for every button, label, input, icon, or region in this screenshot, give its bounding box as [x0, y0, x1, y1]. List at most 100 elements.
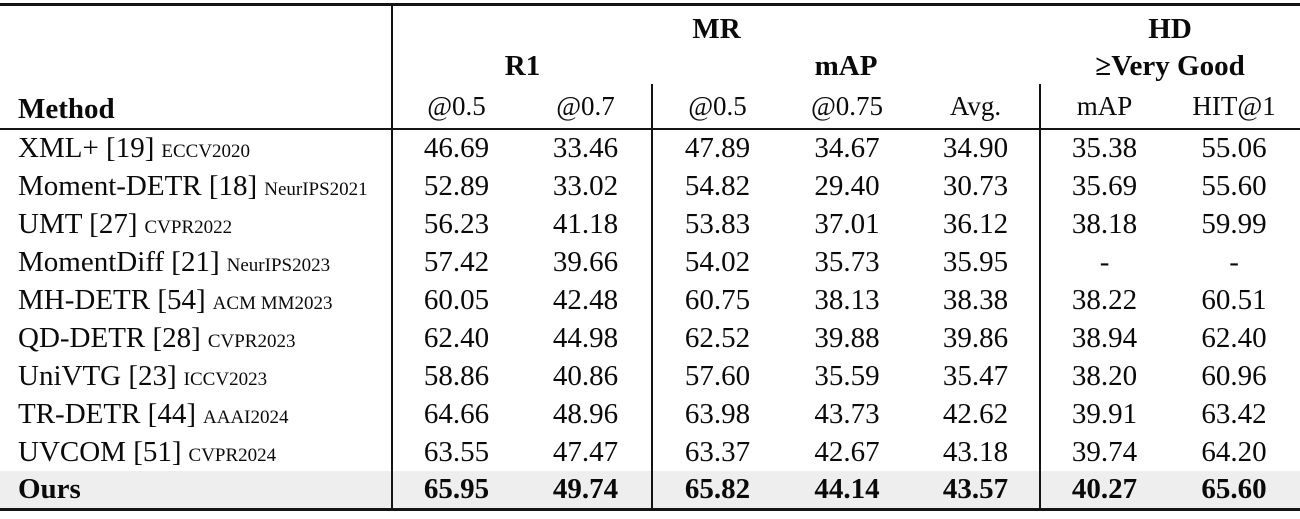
- value-cell: 47.47: [552, 435, 619, 468]
- value-cell: 40.86: [552, 359, 619, 392]
- header-row-groups: Method MR HD: [0, 4, 1300, 130]
- value-cell: 57.60: [651, 357, 782, 395]
- col-header-method: Method: [0, 4, 393, 130]
- table-row: QD-DETR [28] CVPR2023 62.40 44.98 62.52 39.88…: [0, 319, 1300, 357]
- method-name: MH-DETR [54]: [18, 283, 206, 316]
- value-cell: 38.22: [1039, 281, 1169, 319]
- method-cell: MH-DETR [54] ACM MM2023: [0, 281, 393, 319]
- col-group-mr: MR: [692, 13, 741, 45]
- value-cell: 42.67: [814, 435, 880, 468]
- header-row-subgroups: R1 mAP ≥Very Good: [0, 48, 1300, 84]
- value-cell: 43.57: [942, 472, 1009, 505]
- value-cell: 35.73: [814, 245, 880, 278]
- value-cell: 34.90: [942, 132, 1009, 164]
- value-cell: 63.98: [651, 395, 782, 433]
- value-cell: 39.86: [942, 321, 1009, 354]
- value-cell: 65.82: [651, 471, 782, 509]
- table-header: Method MR HD R1 mAP ≥Very Good @0.5 @0.7…: [0, 4, 1300, 130]
- value-cell: 39.74: [1039, 433, 1169, 471]
- method-name: UVCOM [51]: [18, 435, 182, 468]
- col-header-hd-map: mAP: [1039, 84, 1169, 130]
- table-row: UniVTG [23] ICCV2023 58.86 40.86 57.60 35.59 3…: [0, 357, 1300, 395]
- method-cell: TR-DETR [44] AAAI2024: [0, 395, 393, 433]
- value-cell: 42.62: [942, 397, 1009, 430]
- venue-tag: ECCV2020: [161, 141, 251, 162]
- value-cell: 36.12: [942, 207, 1009, 240]
- venue-tag: CVPR2023: [207, 330, 296, 352]
- col-header-r1-07: @0.7: [520, 84, 652, 130]
- table-row: TR-DETR [44] AAAI2024 64.66 48.96 63.98 43.73…: [0, 395, 1300, 433]
- value-cell: 43.18: [942, 435, 1009, 468]
- value-cell: 54.82: [651, 167, 782, 205]
- value-cell: 35.59: [814, 359, 880, 392]
- value-cell: 38.20: [1039, 357, 1169, 395]
- method-cell: Ours: [0, 471, 393, 509]
- method-cell: UVCOM [51] CVPR2024: [0, 433, 393, 471]
- value-cell: 59.99: [1201, 207, 1267, 240]
- method-cell: MomentDiff [21] NeurIPS2023: [0, 243, 393, 281]
- col-subgroup-r1: R1: [504, 49, 541, 82]
- value-cell: 56.23: [423, 207, 490, 240]
- value-cell: 49.74: [552, 472, 619, 505]
- value-cell: 60.51: [1201, 283, 1267, 316]
- value-cell: 34.67: [814, 132, 880, 164]
- col-header-map-avg: Avg.: [912, 84, 1041, 130]
- table-body: XML+ [19] ECCV2020 46.69 33.46 47.89 34.67 34.…: [0, 129, 1300, 509]
- table-row: MomentDiff [21] NeurIPS2023 57.42 39.66 54.0…: [0, 243, 1300, 281]
- value-cell: 37.01: [814, 207, 880, 240]
- results-table: Method MR HD R1 mAP ≥Very Good @0.5 @0.7…: [0, 3, 1300, 511]
- method-name: MomentDiff [21]: [18, 245, 220, 278]
- value-cell: 52.89: [423, 169, 490, 202]
- value-cell: 39.88: [814, 321, 880, 354]
- value-cell: 63.55: [423, 435, 490, 468]
- col-header-map-075: @0.75: [782, 84, 912, 130]
- value-cell: 29.40: [814, 169, 880, 202]
- value-cell: 64.66: [423, 397, 490, 430]
- table-row: Ours 65.95 49.74 65.82 44.14 43.57 40.27 65.60: [0, 471, 1300, 509]
- value-cell: 39.91: [1039, 395, 1169, 433]
- value-cell: 46.69: [423, 132, 490, 164]
- value-cell: 35.38: [1039, 129, 1169, 167]
- venue-tag: AAAI2024: [203, 406, 289, 428]
- value-cell: 63.37: [651, 433, 782, 471]
- value-cell: 48.96: [552, 397, 619, 430]
- value-cell: 47.89: [651, 129, 782, 167]
- col-subgroup-very-good: ≥Very Good: [1095, 49, 1245, 82]
- value-cell: 35.69: [1039, 167, 1169, 205]
- value-cell: 38.18: [1039, 205, 1169, 243]
- table-row: MH-DETR [54] ACM MM2023 60.05 42.48 60.75 38.…: [0, 281, 1300, 319]
- value-cell: 40.27: [1039, 471, 1169, 509]
- method-name: Ours: [18, 472, 81, 505]
- venue-tag: ICCV2023: [183, 368, 268, 390]
- value-cell: 33.02: [552, 169, 619, 202]
- value-cell: -: [1229, 245, 1239, 278]
- value-cell: 33.46: [552, 132, 619, 164]
- venue-tag: NeurIPS2023: [226, 254, 331, 276]
- venue-tag: ACM MM2023: [212, 292, 333, 314]
- method-cell: UMT [27] CVPR2022: [0, 205, 393, 243]
- value-cell: 60.75: [651, 281, 782, 319]
- value-cell: 60.96: [1201, 359, 1267, 392]
- value-cell: -: [1039, 243, 1169, 281]
- method-name: TR-DETR [44]: [18, 397, 196, 430]
- value-cell: 64.20: [1201, 435, 1267, 468]
- value-cell: 44.14: [814, 472, 880, 505]
- value-cell: 60.05: [423, 283, 490, 316]
- value-cell: 44.98: [552, 321, 619, 354]
- col-header-map-05: @0.5: [651, 84, 782, 130]
- value-cell: 54.02: [651, 243, 782, 281]
- value-cell: 63.42: [1201, 397, 1267, 430]
- method-name: UMT [27]: [18, 207, 138, 240]
- venue-tag: CVPR2022: [144, 216, 233, 238]
- value-cell: 38.94: [1039, 319, 1169, 357]
- value-cell: 62.40: [1201, 321, 1267, 354]
- method-name: UniVTG [23]: [18, 359, 177, 392]
- header-row-leaf: @0.5 @0.7 @0.5 @0.75 Avg. mAP HIT@1: [0, 84, 1300, 130]
- table-row: UMT [27] CVPR2022 56.23 41.18 53.83 37.01 36.1…: [0, 205, 1300, 243]
- col-header-hd-hit1: HIT@1: [1168, 84, 1300, 130]
- method-name: XML+ [19]: [18, 132, 155, 164]
- value-cell: 42.48: [552, 283, 619, 316]
- value-cell: 38.13: [814, 283, 880, 316]
- value-cell: 55.06: [1201, 132, 1267, 164]
